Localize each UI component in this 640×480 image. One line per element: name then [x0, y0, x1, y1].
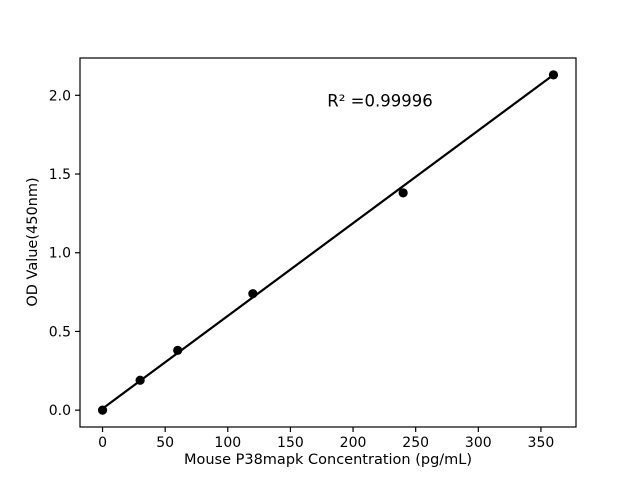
- data-point: [248, 289, 258, 299]
- y-tick-label: 0.5: [49, 324, 71, 340]
- data-point: [135, 375, 145, 385]
- x-tick-label: 150: [277, 435, 304, 451]
- x-axis-title: Mouse P38mapk Concentration (pg/mL): [183, 452, 473, 468]
- data-point: [548, 70, 559, 80]
- y-tick-label: 1.0: [49, 246, 71, 262]
- data-point: [173, 345, 183, 355]
- x-tick-label: 100: [214, 435, 241, 451]
- r-squared-annotation: R² =0.99996: [327, 91, 433, 111]
- fit-line: [101, 73, 555, 410]
- y-tick-label: 0.0: [49, 403, 71, 419]
- x-tick-label: 0: [98, 435, 107, 451]
- x-tick-label: 350: [528, 435, 555, 451]
- y-tick-label: 1.5: [49, 167, 71, 183]
- x-tick-label: 200: [340, 435, 367, 451]
- y-axis-title: OD Value(450nm): [25, 177, 41, 307]
- data-point: [97, 405, 108, 415]
- y-tick-label: 2.0: [49, 88, 71, 104]
- x-tick-label: 300: [465, 435, 492, 451]
- x-tick-label: 250: [402, 435, 429, 451]
- axes-frame: [79, 57, 577, 428]
- data-point: [398, 188, 408, 198]
- x-tick-label: 50: [156, 435, 174, 451]
